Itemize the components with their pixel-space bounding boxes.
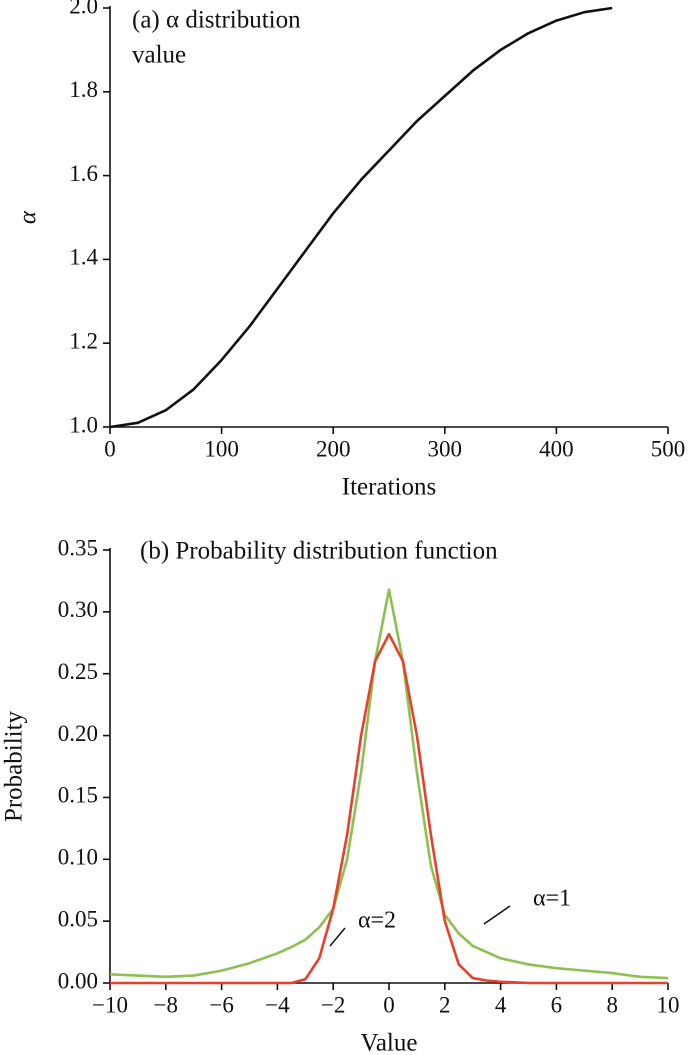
y-axis-label: Probability [1,710,28,822]
chart-title: (a) α distribution [132,7,301,34]
line-series [110,632,668,985]
series-label: α=2 [358,908,396,934]
annotation-leader [329,927,346,947]
x-tick-label: 2 [439,992,451,1017]
y-tick-label: 1.0 [69,412,98,437]
x-tick-label: 0 [104,436,116,461]
y-tick-label: 0.05 [58,906,98,931]
x-axis-label: Value [361,1030,418,1055]
x-tick-label: −6 [209,992,233,1017]
x-tick-label: 500 [651,436,686,461]
x-tick-label: 400 [539,436,574,461]
line-series [109,6,613,429]
series-label: α=1 [533,886,571,912]
y-axis-label: α [15,210,42,224]
x-tick-label: −2 [321,992,345,1017]
x-tick-label: 100 [204,436,239,461]
y-tick-label: 0.15 [58,783,98,808]
y-tick-label: 0.10 [58,845,98,870]
x-tick-label: 8 [606,992,618,1017]
annotation-leader [483,905,511,925]
chart-title: (b) Probability distribution function [140,538,498,565]
x-tick-label: −4 [265,992,290,1017]
x-tick-label: 0 [383,992,395,1017]
y-tick-label: 0.35 [58,535,98,560]
line-series [109,588,669,980]
x-axis-label: Iterations [342,474,436,501]
x-tick-label: −8 [154,992,178,1017]
x-tick-label: 6 [551,992,563,1017]
x-tick-label: 200 [316,436,351,461]
y-tick-label: 1.2 [69,328,98,353]
y-tick-label: 1.8 [69,77,98,102]
y-tick-label: 0.25 [58,659,98,684]
y-tick-label: 1.4 [69,245,98,270]
x-tick-label: 300 [428,436,463,461]
y-tick-label: 0.00 [58,968,98,993]
x-tick-label: 4 [495,992,507,1017]
x-tick-label: −10 [92,992,128,1017]
y-tick-label: 0.30 [58,597,98,622]
y-tick-label: 2.0 [69,0,98,18]
chart-title: value [132,42,186,69]
y-tick-label: 1.6 [69,161,98,186]
x-tick-label: 10 [657,992,680,1017]
y-tick-label: 0.20 [58,721,98,746]
